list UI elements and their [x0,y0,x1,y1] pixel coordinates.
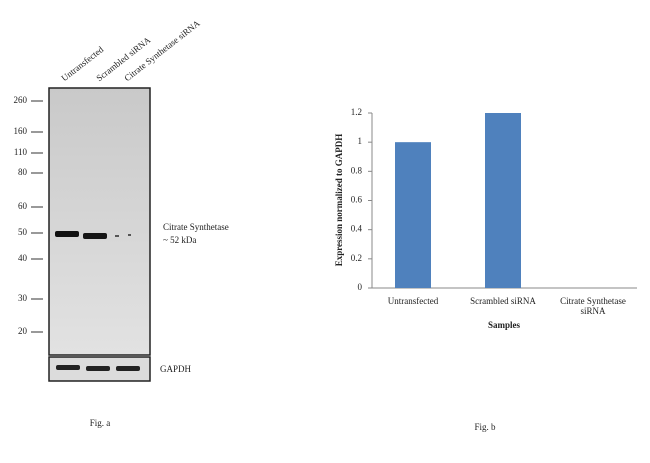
bar [395,142,431,288]
gapdh-band [116,366,140,371]
y-axis-label: Expression normalized to GAPDH [334,134,344,267]
blot-membrane [48,87,151,356]
x-tick-label: Citrate Synthetase siRNA [560,296,626,316]
band [83,233,107,239]
marker-label: 30 [18,293,28,303]
band-label: Citrate Synthetase [163,222,229,232]
marker-label: 40 [18,253,28,263]
marker-label: 160 [14,126,28,136]
y-tick-label: 0.4 [351,224,363,234]
x-axis-label: Samples [488,320,521,330]
band [115,235,119,237]
y-tick-label: 0 [358,282,363,292]
band [55,231,79,237]
caption: Fig. b [474,422,496,432]
marker-label: 50 [18,227,28,237]
y-tick-label: 1.2 [351,107,362,117]
y-tick-label: 0.2 [351,253,362,263]
y-tick-label: 0.8 [351,165,363,175]
gapdh-band [86,366,110,371]
gapdh-band [56,365,80,370]
bar [485,113,521,288]
marker-label: 260 [14,95,28,105]
gapdh-label: GAPDH [160,364,192,374]
marker-label: 60 [18,201,28,211]
marker-label: 20 [18,326,28,336]
y-tick-label: 0.6 [351,195,363,205]
band [128,234,131,236]
marker-label: 80 [18,167,28,177]
marker-label: 110 [14,147,28,157]
band-size: ~ 52 kDa [163,235,196,245]
x-tick-label: Untransfected [387,296,439,306]
caption: Fig. a [90,418,111,428]
x-tick-label: Scrambled siRNA [470,296,536,306]
y-tick-label: 1 [358,136,363,146]
